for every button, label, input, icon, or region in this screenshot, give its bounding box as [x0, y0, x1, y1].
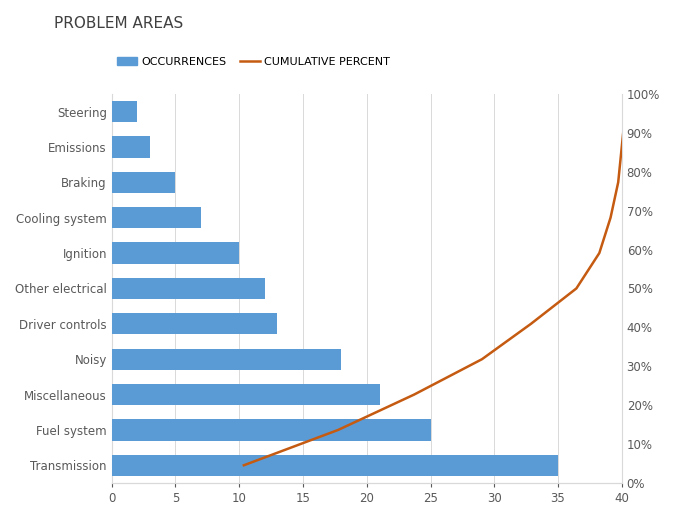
- Bar: [112, 348, 342, 370]
- Bar: [112, 419, 431, 440]
- Bar: [112, 101, 137, 122]
- Bar: [112, 278, 265, 299]
- Legend: OCCURRENCES, CUMULATIVE PERCENT: OCCURRENCES, CUMULATIVE PERCENT: [112, 53, 394, 72]
- Bar: [112, 313, 277, 334]
- Text: PROBLEM AREAS: PROBLEM AREAS: [54, 16, 183, 31]
- Bar: [112, 242, 239, 264]
- Bar: [112, 136, 150, 158]
- Bar: [112, 384, 379, 405]
- Bar: [112, 172, 176, 193]
- Bar: [112, 454, 558, 476]
- Bar: [112, 207, 201, 228]
